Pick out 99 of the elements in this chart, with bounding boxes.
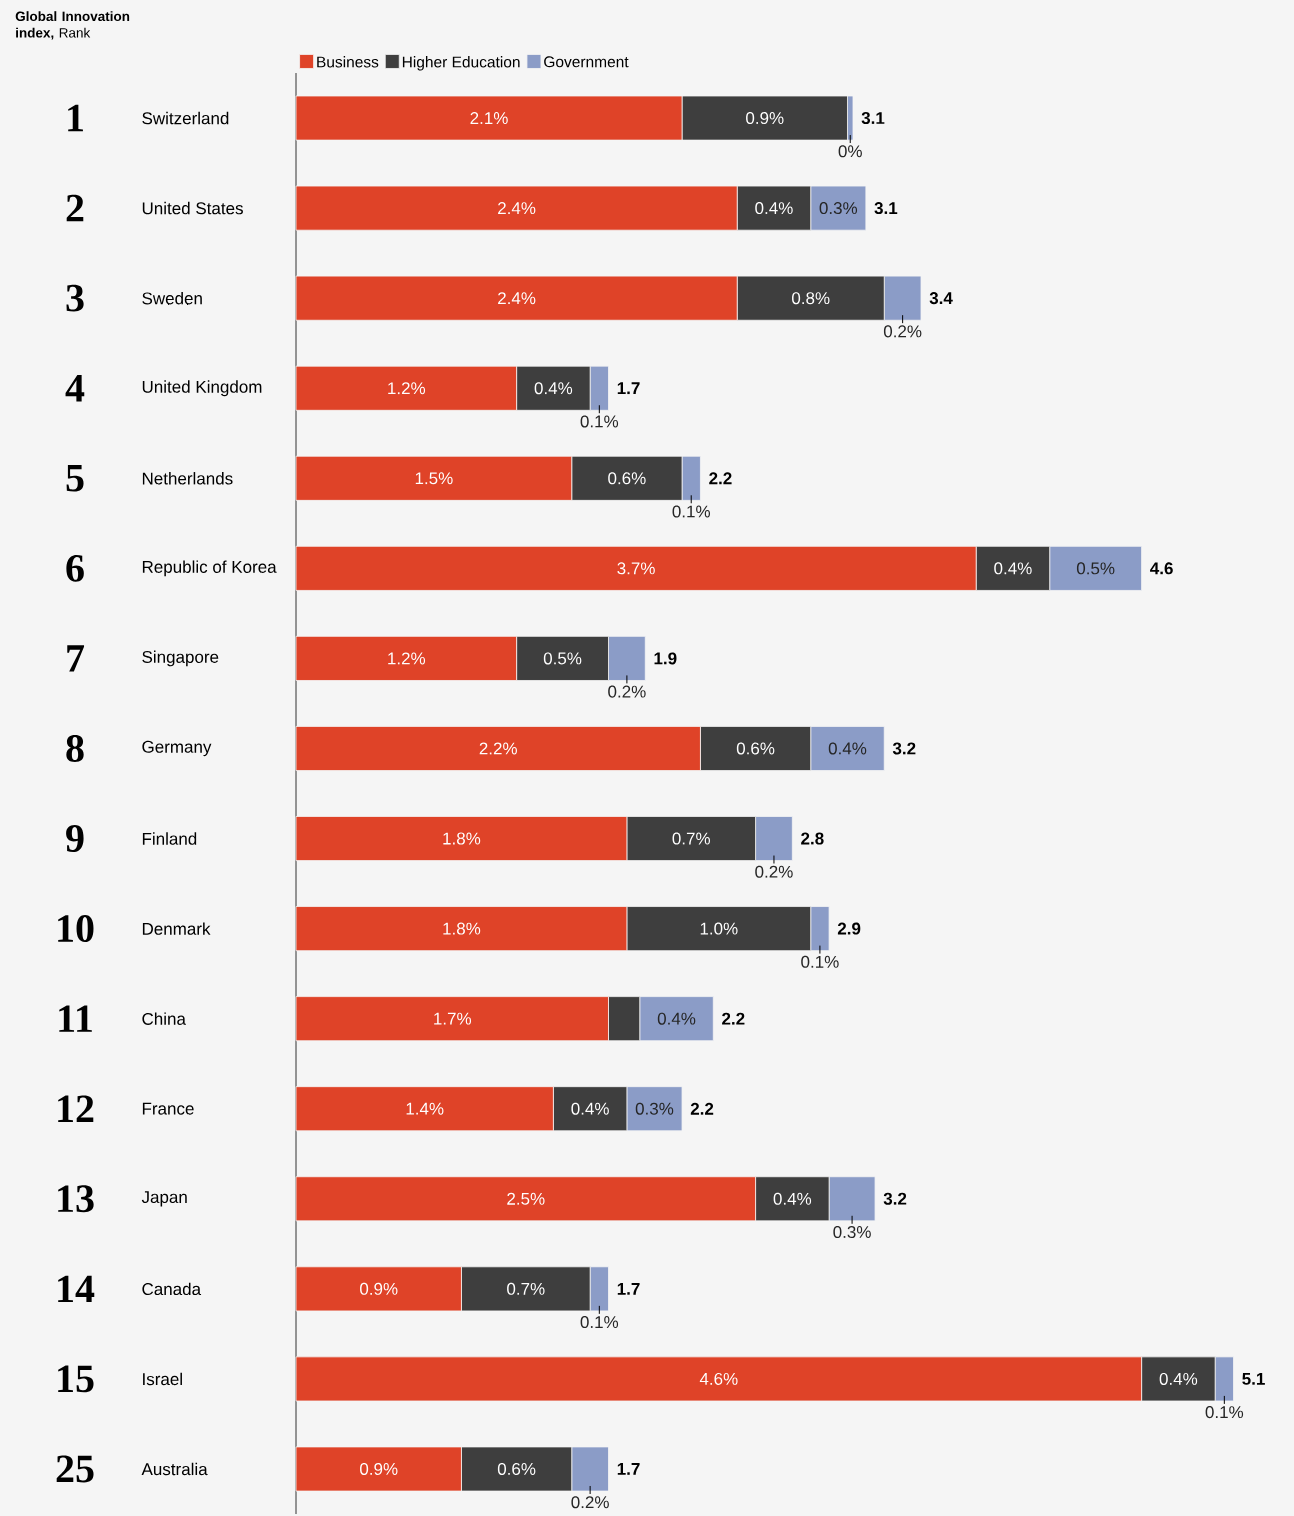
total-label: 1.7 — [617, 382, 640, 395]
data-label: 1.4% — [406, 1102, 444, 1115]
data-label: 0.1% — [580, 415, 619, 428]
legend-label: Business — [317, 56, 379, 68]
text: 13 — [58, 1185, 94, 1213]
y-tick-label: United Kingdom — [142, 380, 262, 397]
text: 3 — [66, 284, 84, 312]
data-label: 1.7% — [434, 1012, 472, 1025]
total-label: 5.1 — [1242, 1372, 1265, 1385]
y-tick-label: Republic of Korea — [142, 560, 277, 577]
text: 9 — [66, 825, 84, 852]
data-label: 0.4% — [657, 1012, 696, 1025]
data-label: 0.9% — [746, 112, 784, 125]
data-label: 2.5% — [507, 1192, 545, 1205]
data-label: 0.5% — [543, 652, 582, 665]
data-label: 0.9% — [360, 1282, 398, 1295]
text: 7 — [67, 645, 85, 672]
total-label: 2.8 — [801, 832, 824, 845]
text: 4 — [65, 375, 85, 402]
data-label: 0.6% — [608, 472, 646, 485]
data-label: 2.2% — [479, 742, 517, 755]
y-tick-label: Netherlands — [142, 472, 233, 485]
data-label: 1.5% — [415, 472, 453, 485]
data-label: 0% — [838, 145, 862, 158]
data-label: 1.2% — [388, 652, 426, 665]
data-label: 2.4% — [498, 292, 536, 305]
y-tick-label: Denmark — [142, 922, 211, 935]
text: 5 — [66, 464, 84, 492]
data-label: 0.2% — [608, 685, 646, 698]
data-label: 1.8% — [443, 832, 481, 845]
data-label: 1.2% — [388, 382, 426, 395]
y-tick-label: Finland — [142, 832, 197, 845]
data-label: 0.4% — [828, 742, 867, 755]
text: 1 — [68, 104, 83, 132]
data-label: 0.7% — [507, 1282, 545, 1295]
y-tick-label: United States — [142, 201, 243, 215]
data-label: 0.4% — [534, 382, 573, 395]
text: Global Innovation index, Rank — [15, 11, 130, 40]
data-label: 0.7% — [672, 832, 710, 845]
data-label: 2.4% — [498, 202, 536, 215]
y-tick-label: Japan — [141, 1191, 187, 1207]
y-tick-label: Australia — [141, 1462, 208, 1476]
data-label: 1.0% — [700, 922, 738, 935]
data-label: 0.1% — [1205, 1406, 1244, 1419]
text: 25 — [56, 1455, 94, 1483]
data-label: 1.8% — [443, 922, 481, 935]
data-label: 4.6% — [699, 1372, 738, 1385]
data-label: 0.4% — [994, 562, 1032, 575]
data-label: 0.4% — [1159, 1372, 1198, 1385]
data-label: 0.3% — [833, 1225, 871, 1239]
total-label: 3.1 — [861, 111, 885, 125]
data-label: 0.2% — [571, 1496, 609, 1509]
data-label: 0.9% — [360, 1462, 398, 1475]
y-tick-label: Israel — [143, 1372, 182, 1386]
data-label: 3.7% — [617, 562, 655, 575]
data-label: 0.1% — [580, 1316, 619, 1329]
total-label: 2.9 — [837, 922, 861, 935]
total-label: 3.2 — [883, 1192, 907, 1205]
total-label: 2.2 — [722, 1012, 745, 1025]
total-label: 3.4 — [929, 292, 953, 305]
total-label: 4.6 — [1150, 562, 1173, 575]
y-tick-label: Switzerland — [142, 111, 229, 125]
total-label: 2.2 — [709, 472, 732, 485]
total-label: 1.7 — [617, 1463, 640, 1475]
y-tick-label: China — [142, 1012, 186, 1025]
data-label: 0.1% — [801, 955, 839, 968]
y-tick-label: Canada — [142, 1282, 202, 1296]
text: 8 — [66, 734, 84, 762]
y-tick-label: France — [142, 1102, 194, 1115]
text: 12 — [58, 1095, 94, 1122]
y-tick-label: Sweden — [142, 291, 202, 305]
data-label: 0.8% — [792, 292, 830, 305]
data-label: 0.2% — [883, 325, 922, 338]
data-label: 2.1% — [470, 112, 508, 125]
data-label: 0.6% — [497, 1462, 536, 1475]
text: 6 — [66, 554, 84, 582]
total-label: 1.7 — [617, 1282, 640, 1295]
data-label: 0.3% — [819, 202, 858, 215]
total-label: 2.2 — [690, 1102, 714, 1115]
data-label: 0.5% — [1076, 562, 1115, 575]
data-label: 0.6% — [736, 742, 775, 755]
total-label: 1.9 — [654, 652, 677, 665]
text: 10 — [58, 915, 94, 943]
data-label: 0.1% — [672, 505, 710, 518]
data-label: 0.4% — [773, 1192, 812, 1205]
text: 14 — [58, 1275, 95, 1303]
legend-label: Government — [544, 56, 629, 68]
y-tick-label: Germany — [142, 740, 212, 757]
data-label: 0.2% — [755, 865, 793, 878]
data-label: 0.3% — [635, 1102, 674, 1115]
total-label: 3.2 — [892, 742, 916, 755]
y-tick-label: Singapore — [142, 650, 219, 667]
text: 15 — [58, 1365, 94, 1393]
data-label: 0.4% — [571, 1102, 609, 1115]
total-label: 3.1 — [874, 202, 898, 215]
text: 11 — [59, 1005, 92, 1032]
legend-label: Higher Education — [402, 56, 520, 71]
data-label: 0.4% — [755, 202, 793, 215]
text: 2 — [66, 194, 84, 222]
